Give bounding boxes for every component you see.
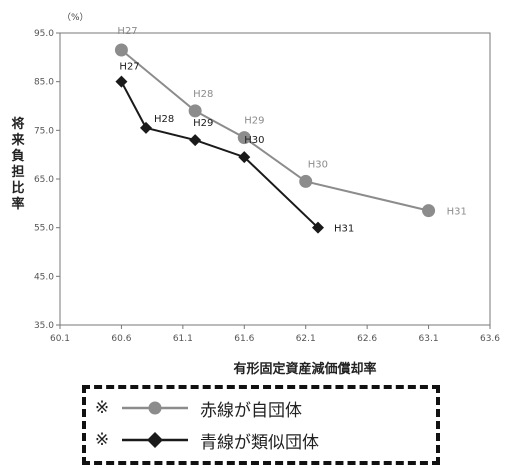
x-tick-label: 61.1 xyxy=(173,334,193,344)
data-point-own xyxy=(422,204,436,218)
reference-mark: ※ xyxy=(94,430,110,450)
diamond-marker-icon xyxy=(122,432,188,448)
x-tick-label: 63.6 xyxy=(480,334,500,344)
y-tick-label: 65.0 xyxy=(34,175,54,185)
x-axis-title: 有形固定資産減価償却率 xyxy=(233,361,376,377)
series-lines xyxy=(120,49,429,229)
series-markers xyxy=(114,43,436,234)
y-tick-label: 95.0 xyxy=(34,29,54,39)
data-label: H27 xyxy=(117,26,137,37)
x-tick-label: 61.6 xyxy=(234,334,254,344)
plot-frame xyxy=(59,32,491,326)
data-point-similar xyxy=(189,134,202,147)
data-point-similar xyxy=(140,121,152,134)
data-point-own xyxy=(237,131,251,145)
x-tick-label: 62.6 xyxy=(357,334,377,344)
circle-marker-icon xyxy=(122,401,188,415)
axis-ticks: 60.1 60.6 61.1 61.6 62.1 62.6 63.1 63.6 35.0 45.0… xyxy=(34,29,500,344)
y-tick-label: 55.0 xyxy=(34,224,54,234)
legend: ※ 赤線が自団体 ※ 青線が類似団体 xyxy=(82,385,440,465)
data-label: H31 xyxy=(447,207,467,218)
x-tick-label: 63.1 xyxy=(419,334,439,344)
chart-canvas: 60.1 60.6 61.1 61.6 62.1 62.6 63.1 63.6 35.0 45.0… xyxy=(10,12,500,377)
series-line-similar xyxy=(120,81,319,229)
x-tick-label: 62.1 xyxy=(296,334,316,344)
unit-label: （%） xyxy=(62,12,89,23)
data-label: H29 xyxy=(244,116,264,127)
data-point-similar xyxy=(115,75,128,88)
plot-area-border xyxy=(59,32,491,326)
x-tick-label: 60.6 xyxy=(111,334,131,344)
data-label: H28 xyxy=(154,114,174,125)
data-label: H30 xyxy=(308,159,328,170)
legend-item-own: ※ 赤線が自団体 xyxy=(86,395,302,421)
legend-label-similar: 青線が類似団体 xyxy=(200,432,319,453)
data-label: H31 xyxy=(334,224,354,235)
data-point-similar xyxy=(238,151,251,164)
data-point-own xyxy=(188,104,202,118)
y-tick-label: 45.0 xyxy=(34,272,54,282)
data-point-own xyxy=(114,43,128,57)
point-labels: H27 H28 H29 H30 H31 H27 H28 H29 H30 H31 xyxy=(117,26,466,235)
data-label: H29 xyxy=(193,118,213,129)
y-axis-title: 将来負担比率 xyxy=(10,116,25,212)
data-label: H28 xyxy=(193,89,213,100)
data-label: H27 xyxy=(119,62,139,73)
x-tick-label: 60.1 xyxy=(50,334,70,344)
reference-mark: ※ xyxy=(94,398,110,418)
legend-item-similar: ※ 青線が類似団体 xyxy=(86,427,319,453)
y-tick-label: 35.0 xyxy=(34,321,54,331)
y-tick-label: 85.0 xyxy=(34,78,54,88)
data-point-own xyxy=(299,174,313,188)
data-point-similar xyxy=(312,221,324,234)
legend-label-own: 赤線が自団体 xyxy=(200,400,302,421)
data-label: H30 xyxy=(244,135,264,146)
y-tick-label: 75.0 xyxy=(34,126,54,136)
